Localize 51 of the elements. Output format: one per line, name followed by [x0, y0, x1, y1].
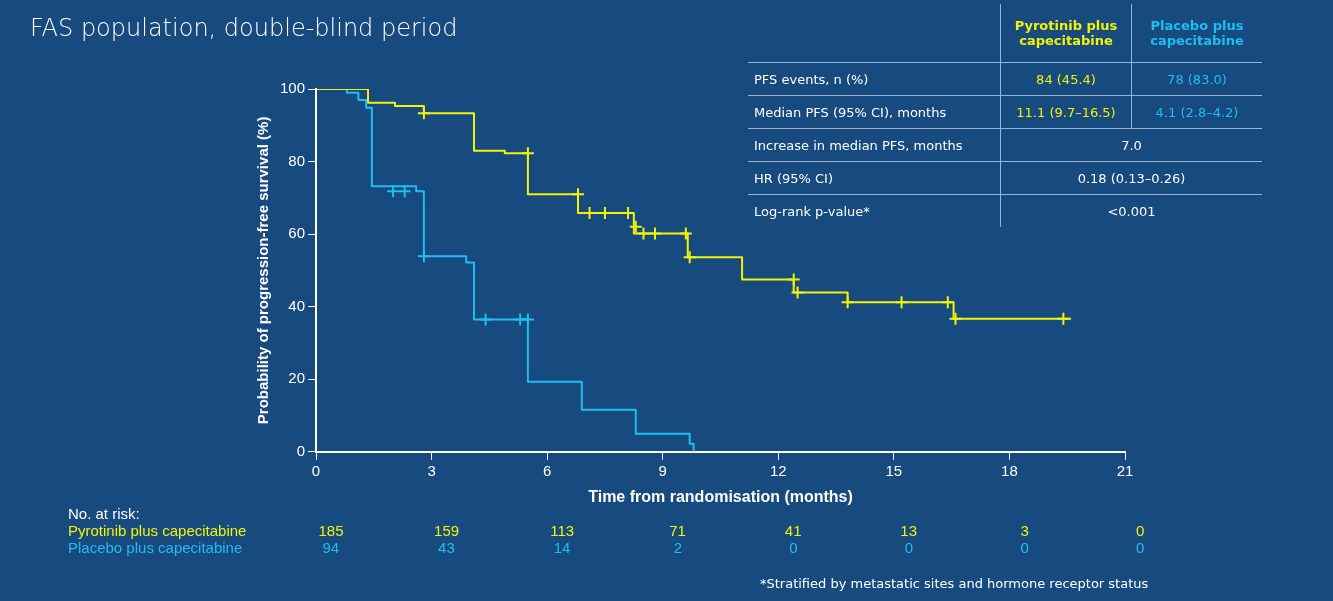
y-tick-label: 0: [296, 441, 306, 459]
text: 41: [784, 522, 802, 539]
text: 4.1 (2.8–4.2): [1155, 104, 1239, 120]
annotation: Increase in median PFS, months: [748, 128, 1001, 162]
annotation: Median PFS (95% CI), months: [748, 95, 1001, 129]
text: 0: [1020, 539, 1029, 556]
y-tick-label: 40: [288, 296, 306, 314]
y-tick-label: 80: [288, 151, 306, 169]
text: 94: [322, 539, 340, 556]
x-tick-label: 21: [1116, 461, 1134, 479]
x-tick-label: 12: [769, 461, 787, 479]
text: *Stratified by metastatic sites and hormone receptor status: [760, 576, 1149, 591]
text: Placebo plus capecitabine: [1150, 18, 1244, 48]
text: Pyrotinib plus capecitabine: [68, 522, 247, 539]
text: 71: [669, 522, 686, 539]
y-tick-label: 20: [288, 369, 306, 387]
x-tick-label: 18: [1001, 461, 1018, 479]
y-tick-label: 100: [280, 79, 306, 97]
text: 43: [438, 539, 455, 556]
text: 0: [904, 539, 914, 556]
text: PFS events, n (%): [754, 71, 869, 87]
text: 0: [789, 539, 798, 556]
text: 84 (45.4): [1036, 71, 1096, 87]
x-tick-label: 0: [311, 461, 321, 479]
text: 185: [318, 522, 344, 539]
text: Placebo plus capecitabine: [68, 539, 243, 556]
annotation: 0.18 (0.13–0.26): [1000, 161, 1262, 195]
text: 159: [434, 522, 460, 539]
text: Pyrotinib plus capecitabine: [1014, 18, 1118, 48]
x-tick-label: 9: [658, 461, 667, 479]
x-tick-label: 15: [885, 461, 903, 479]
annotation: 11.1 (9.7–16.5): [1000, 95, 1132, 129]
text: 113: [550, 522, 575, 539]
text: 13: [900, 522, 918, 539]
chart-title: FAS population, double-blind period: [30, 14, 458, 42]
annotation: HR (95% CI): [748, 161, 1001, 195]
y-tick-label: 60: [288, 224, 306, 242]
text: 0: [1136, 522, 1145, 539]
text: 3: [1020, 522, 1029, 539]
text: No. at risk:: [68, 505, 140, 522]
text: 78 (83.0): [1167, 71, 1227, 87]
annotation: 7.0: [1000, 128, 1262, 162]
annotation: <0.001: [1000, 194, 1262, 227]
annotation: Log-rank p-value*: [748, 194, 1001, 227]
text: 0: [1136, 539, 1145, 556]
text: 2: [673, 539, 683, 556]
x-axis-title: Time from randomisation (months): [588, 487, 853, 505]
y-axis-title: Probability of progression-free survival (%): [254, 116, 272, 425]
x-tick-label: 6: [542, 461, 552, 479]
x-tick-label: 3: [427, 461, 436, 479]
text: 14: [553, 539, 571, 556]
